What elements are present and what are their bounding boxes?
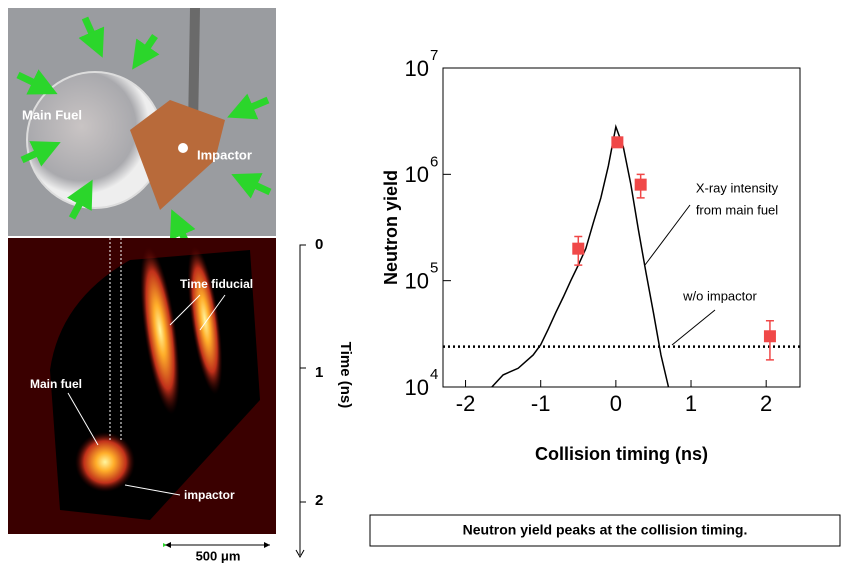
annotation: X-ray intensity — [696, 180, 779, 195]
y-tick-exponent: 7 — [430, 47, 438, 64]
label: Neutron yield peaks at the collision tim… — [463, 522, 748, 538]
xray-line — [491, 123, 670, 388]
x-tick-label: 0 — [610, 391, 622, 416]
label: Neutron yield — [381, 170, 401, 285]
y-tick-exponent: 4 — [430, 366, 438, 383]
data-point — [611, 136, 624, 149]
label: 2 — [315, 492, 323, 509]
label: 0 — [315, 236, 323, 253]
y-tick-label: 10 — [405, 56, 429, 81]
y-tick-exponent: 6 — [430, 153, 438, 170]
x-tick-label: -1 — [531, 391, 551, 416]
label: impactor — [184, 488, 235, 502]
x-tick-label: -2 — [456, 391, 476, 416]
label: Collision timing (ns) — [535, 444, 708, 464]
data-point — [572, 242, 585, 255]
y-tick-label: 10 — [405, 375, 429, 400]
label: Time fiducial — [180, 277, 253, 291]
y-tick-label: 10 — [405, 268, 429, 293]
leader — [644, 204, 691, 266]
x-tick-label: 2 — [760, 391, 772, 416]
label: Main Fuel — [22, 107, 82, 122]
leader — [671, 309, 716, 346]
caption-box — [369, 514, 841, 547]
y-tick-label: 10 — [405, 162, 429, 187]
label: Impactor — [197, 147, 252, 162]
annotation: w/o impactor — [682, 288, 757, 303]
photo — [8, 8, 276, 242]
plot-frame — [442, 67, 801, 388]
label: Main fuel — [30, 377, 82, 391]
annotation: from main fuel — [696, 202, 778, 217]
data-point — [763, 330, 776, 343]
streak-image — [8, 238, 306, 559]
y-tick-exponent: 5 — [430, 260, 438, 277]
label: 1 — [315, 364, 323, 381]
data-point — [634, 178, 647, 191]
label: 500 μm — [196, 548, 241, 563]
label: Time (ns) — [337, 342, 354, 408]
x-tick-label: 1 — [685, 391, 697, 416]
